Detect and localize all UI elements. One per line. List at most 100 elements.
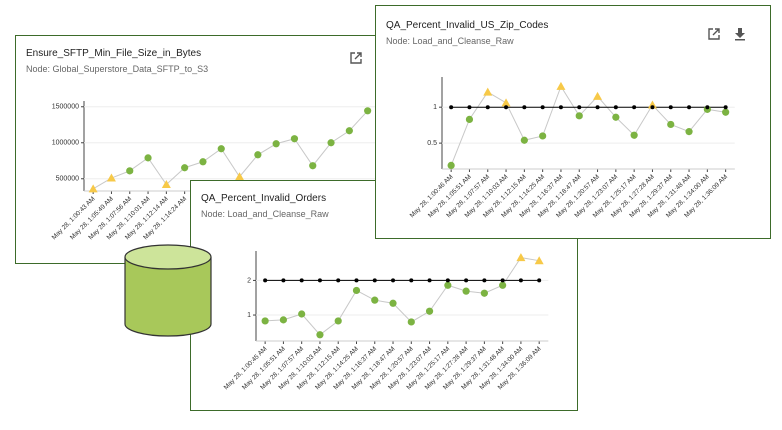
point-marker: [298, 310, 306, 318]
point-marker: [235, 172, 245, 181]
point-marker: [427, 278, 432, 283]
point-marker: [290, 135, 299, 143]
point-marker: [217, 145, 225, 153]
database-icon: [124, 244, 212, 337]
point-marker: [88, 184, 98, 193]
point-marker: [345, 127, 353, 135]
point-marker: [465, 115, 474, 124]
point-marker: [650, 105, 655, 110]
point-marker: [445, 278, 450, 283]
point-marker: [722, 108, 730, 116]
point-marker: [687, 105, 692, 110]
chart-subtitle: Node: Load_and_Cleanse_Raw: [386, 36, 514, 46]
point-marker: [483, 87, 493, 96]
open-icon[interactable]: [350, 52, 362, 64]
point-marker: [705, 105, 710, 110]
point-marker: [504, 105, 509, 110]
y-tick-label: 1: [433, 104, 437, 111]
point-marker: [327, 139, 335, 147]
point-marker: [409, 278, 414, 283]
chart-subtitle: Node: Global_Superstore_Data_SFTP_to_S3: [26, 64, 208, 74]
point-marker: [371, 296, 379, 304]
point-marker: [334, 317, 342, 325]
open-icon[interactable]: [708, 28, 720, 40]
point-marker: [667, 120, 675, 129]
series-line: [265, 257, 540, 336]
point-marker: [279, 316, 288, 324]
point-marker: [317, 278, 322, 283]
point-marker: [613, 105, 618, 110]
point-marker: [556, 81, 566, 90]
point-marker: [537, 278, 542, 283]
point-marker: [539, 132, 547, 140]
point-marker: [577, 105, 582, 110]
point-marker: [126, 167, 134, 175]
point-marker: [516, 253, 526, 262]
point-marker: [593, 91, 603, 100]
chart-card: Ensure_SFTP_Min_File_Size_in_Bytes Node:…: [15, 35, 383, 264]
y-tick-label: 2: [247, 277, 251, 284]
point-marker: [299, 278, 304, 283]
point-marker: [534, 256, 544, 265]
point-marker: [144, 154, 152, 162]
point-marker: [575, 112, 583, 120]
point-marker: [449, 105, 454, 110]
point-marker: [522, 105, 527, 110]
series-line: [450, 85, 726, 166]
point-marker: [444, 281, 452, 289]
point-marker: [499, 281, 507, 289]
point-marker: [540, 105, 545, 110]
point-marker: [309, 162, 317, 170]
point-marker: [254, 151, 262, 159]
point-marker: [407, 318, 415, 326]
series-line: [92, 110, 369, 190]
point-marker: [352, 286, 361, 295]
point-marker: [685, 128, 693, 136]
point-marker: [354, 278, 359, 283]
chart-title: QA_Percent_Invalid_Orders: [201, 193, 326, 204]
point-marker: [595, 105, 600, 110]
chart: QA_Percent_Invalid_US_Zip_Codes Node: Lo…: [386, 20, 745, 219]
point-marker: [336, 278, 341, 283]
chart: Ensure_SFTP_Min_File_Size_in_Bytes Node:…: [26, 48, 377, 241]
point-marker: [462, 287, 470, 295]
chart: QA_Percent_Invalid_Orders Node: Load_and…: [201, 193, 549, 391]
point-marker: [199, 158, 207, 166]
chart-title: QA_Percent_Invalid_US_Zip_Codes: [386, 20, 548, 31]
point-marker: [500, 278, 505, 283]
point-marker: [181, 164, 189, 172]
point-marker: [391, 278, 396, 283]
point-marker: [480, 289, 488, 297]
download-icon[interactable]: [735, 28, 745, 41]
point-marker: [723, 105, 728, 110]
point-marker: [482, 278, 487, 283]
point-marker: [668, 105, 673, 110]
point-marker: [558, 105, 563, 110]
point-marker: [464, 278, 469, 283]
chart-card: QA_Percent_Invalid_US_Zip_Codes Node: Lo…: [375, 5, 771, 239]
point-marker: [272, 140, 280, 148]
chart-title: Ensure_SFTP_Min_File_Size_in_Bytes: [26, 48, 201, 59]
y-tick-label: 1500000: [52, 104, 79, 111]
point-marker: [161, 180, 171, 189]
point-marker: [261, 317, 269, 325]
point-marker: [501, 98, 511, 107]
point-marker: [263, 278, 268, 283]
point-marker: [467, 105, 472, 110]
point-marker: [632, 105, 637, 110]
point-marker: [316, 331, 324, 339]
point-marker: [647, 100, 657, 109]
point-marker: [425, 307, 434, 315]
point-marker: [389, 299, 397, 307]
point-marker: [520, 136, 528, 144]
y-tick-label: 1: [247, 312, 251, 319]
point-marker: [364, 107, 372, 115]
point-marker: [281, 278, 286, 283]
y-tick-label: 1000000: [52, 140, 79, 147]
point-marker: [485, 105, 490, 110]
point-marker: [372, 278, 377, 283]
point-marker: [518, 278, 523, 283]
chart-subtitle: Node: Load_and_Cleanse_Raw: [201, 209, 329, 219]
y-tick-label: 0.5: [427, 140, 437, 147]
